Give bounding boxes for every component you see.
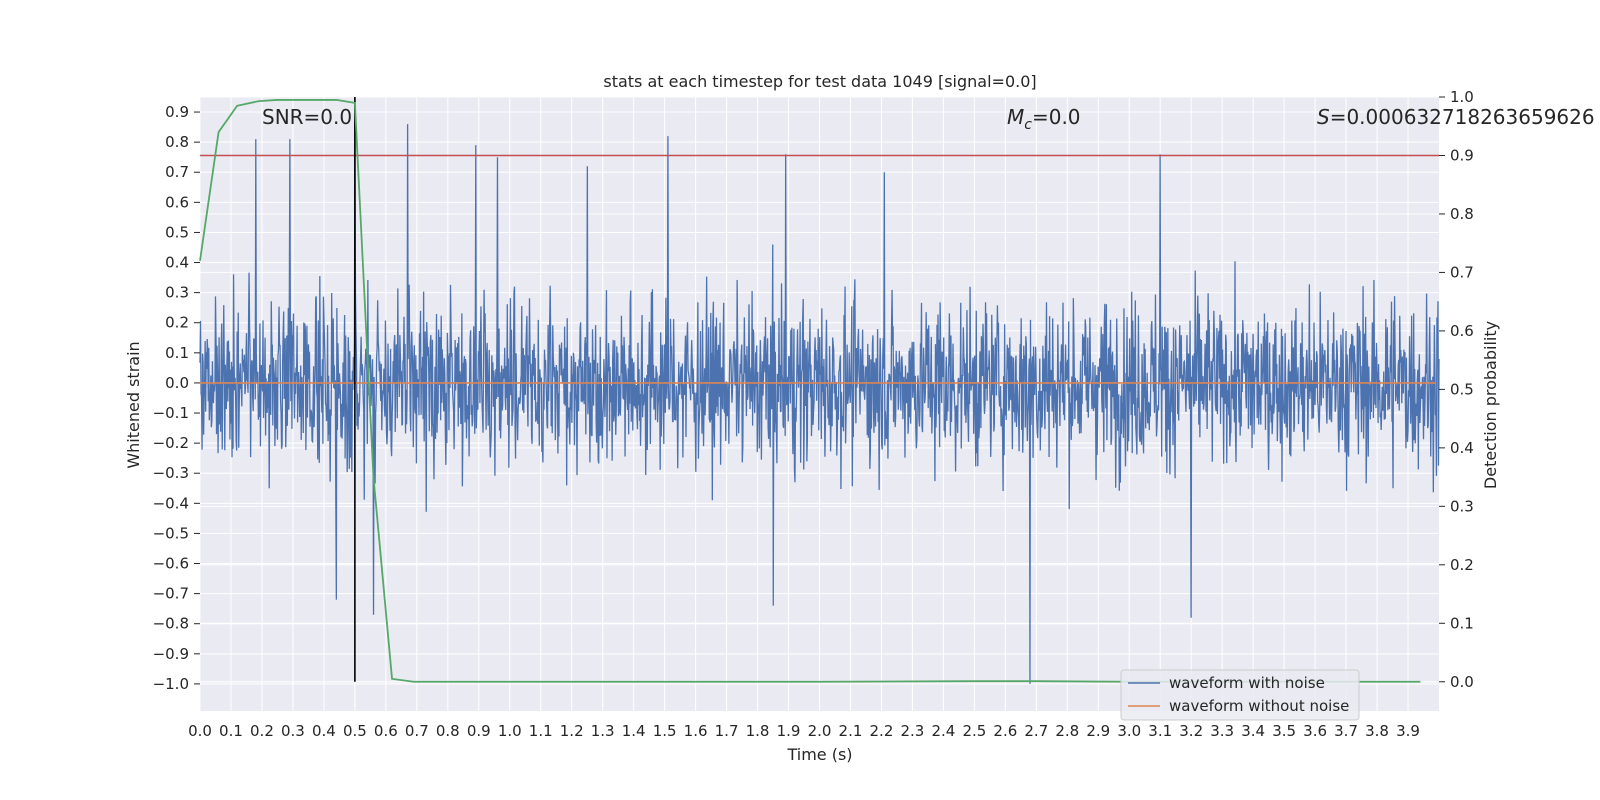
left-tick-label: −0.6	[153, 555, 189, 573]
left-axis-label: Whitened strain	[124, 341, 143, 468]
x-tick-label: 2.5	[962, 722, 986, 740]
right-tick-label: 0.3	[1450, 497, 1474, 515]
chart-title: stats at each timestep for test data 104…	[603, 72, 1036, 91]
x-tick-label: 2.4	[931, 722, 955, 740]
x-tick-label: 2.8	[1055, 722, 1079, 740]
right-tick-label: 0.7	[1450, 263, 1474, 281]
detection-probability-line	[199, 99, 1421, 683]
detection-probability-series	[199, 99, 1421, 683]
x-tick-label: 3.7	[1334, 722, 1358, 740]
x-tick-label: 3.5	[1272, 722, 1296, 740]
left-tick-label: 0.2	[165, 314, 189, 332]
x-axis-ticks: 0.0 0.1 0.2 0.3 0.4 0.5 0.6 0.7 0.8 0.9 1.0 1.1 1.2 1…	[188, 722, 1420, 740]
grid	[199, 96, 1439, 711]
right-tick-label: 0.6	[1450, 322, 1474, 340]
x-tick-label: 0.8	[436, 722, 460, 740]
right-tick-label: 0.2	[1450, 556, 1474, 574]
x-tick-label: 0.4	[312, 722, 336, 740]
left-tick-label: −0.3	[153, 464, 189, 482]
s-annotation: S=0.000632718263659626	[1317, 105, 1595, 129]
x-tick-label: 0.6	[374, 722, 398, 740]
left-tick-label: −0.5	[153, 524, 189, 542]
x-tick-label: 2.2	[870, 722, 894, 740]
x-tick-label: 3.3	[1210, 722, 1234, 740]
left-tick-label: −0.1	[153, 404, 189, 422]
right-tick-label: 0.4	[1450, 439, 1474, 457]
x-tick-label: 1.0	[498, 722, 522, 740]
left-tick-label: −0.4	[153, 494, 189, 512]
left-tick-label: 0.8	[165, 133, 189, 151]
x-tick-label: 1.1	[529, 722, 553, 740]
x-tick-label: 0.0	[188, 722, 212, 740]
x-tick-label: 2.1	[839, 722, 863, 740]
right-axis-label: Detection probability	[1481, 321, 1500, 489]
legend-label-waveform-with-noise: waveform with noise	[1169, 674, 1325, 692]
x-tick-label: 0.5	[343, 722, 367, 740]
x-tick-label: 1.5	[653, 722, 677, 740]
left-tick-label: −0.8	[153, 615, 189, 633]
left-tick-label: 0.6	[165, 193, 189, 211]
chirp-mass-value: =0.0	[1032, 105, 1081, 129]
plot-area	[199, 96, 1440, 711]
x-tick-label: 3.0	[1117, 722, 1141, 740]
s-value: =0.000632718263659626	[1330, 105, 1595, 129]
right-tick-label: 0.9	[1450, 146, 1474, 164]
chirp-mass-subscript: c	[1024, 117, 1032, 133]
left-tick-label: 0.7	[165, 163, 189, 181]
waveform-with-noise-line	[199, 124, 1440, 684]
right-tick-label: 0.5	[1450, 380, 1474, 398]
right-axis-ticks: 1.0 0.9 0.8 0.7 0.6 0.5 0.4 0.3 0.2 0.1 0.0	[1439, 88, 1474, 691]
right-tick-label: 0.1	[1450, 614, 1474, 632]
x-tick-label: 2.7	[1024, 722, 1048, 740]
x-tick-label: 2.6	[993, 722, 1017, 740]
x-tick-label: 2.3	[900, 722, 924, 740]
left-tick-label: −0.2	[153, 434, 189, 452]
x-tick-label: 1.2	[560, 722, 584, 740]
x-tick-label: 3.4	[1241, 722, 1265, 740]
reference-lines	[200, 97, 1439, 682]
legend: waveform with noise waveform without noi…	[1120, 669, 1360, 721]
x-tick-label: 2.9	[1086, 722, 1110, 740]
left-tick-label: −0.9	[153, 645, 189, 663]
legend-box	[1120, 669, 1360, 721]
chirp-mass-symbol: M	[1007, 105, 1024, 129]
waveform-with-noise-series	[199, 124, 1440, 684]
x-tick-label: 0.1	[219, 722, 243, 740]
left-tick-label: 0.5	[165, 223, 189, 241]
right-tick-label: 1.0	[1450, 88, 1474, 106]
left-tick-label: 0.4	[165, 254, 189, 272]
right-tick-label: 0.8	[1450, 205, 1474, 223]
x-tick-label: 1.7	[715, 722, 739, 740]
x-tick-label: 0.3	[281, 722, 305, 740]
x-tick-label: 3.9	[1396, 722, 1420, 740]
x-tick-label: 3.6	[1303, 722, 1327, 740]
right-tick-label: 0.0	[1450, 673, 1474, 691]
x-axis-label: Time (s)	[786, 745, 852, 764]
x-tick-label: 1.8	[746, 722, 770, 740]
x-tick-label: 1.3	[591, 722, 615, 740]
x-tick-label: 1.4	[622, 722, 646, 740]
left-tick-label: 0.0	[165, 374, 189, 392]
chirp-mass-annotation: Mc=0.0	[1007, 105, 1081, 133]
x-tick-label: 3.8	[1365, 722, 1389, 740]
x-tick-label: 1.6	[684, 722, 708, 740]
x-tick-label: 3.2	[1179, 722, 1203, 740]
x-tick-label: 0.7	[405, 722, 429, 740]
snr-annotation: SNR=0.0	[262, 105, 352, 129]
x-tick-label: 0.9	[467, 722, 491, 740]
x-tick-label: 2.0	[808, 722, 832, 740]
left-tick-label: 0.3	[165, 284, 189, 302]
left-tick-label: −0.7	[153, 585, 189, 603]
x-tick-label: 3.1	[1148, 722, 1172, 740]
s-symbol: S	[1317, 105, 1330, 129]
left-tick-label: 0.1	[165, 344, 189, 362]
legend-label-waveform-without-noise: waveform without noise	[1169, 697, 1349, 715]
left-tick-label: 0.9	[165, 103, 189, 121]
x-tick-label: 0.2	[250, 722, 274, 740]
left-tick-label: −1.0	[153, 675, 189, 693]
x-tick-label: 1.9	[777, 722, 801, 740]
left-axis-ticks: 0.9 0.8 0.7 0.6 0.5 0.4 0.3 0.2 0.1 0.0 −0.1 −0.2 −0…	[153, 103, 200, 693]
